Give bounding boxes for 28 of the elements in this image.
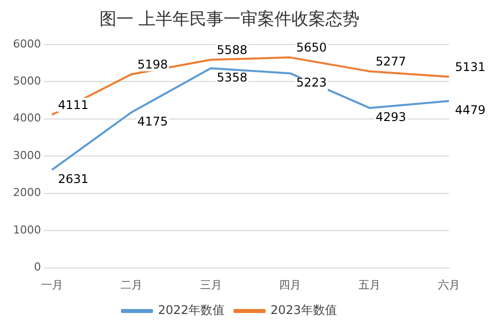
data-label: 5223 bbox=[296, 75, 327, 90]
data-label: 4293 bbox=[376, 110, 406, 124]
y-tick-label: 6000 bbox=[12, 37, 41, 50]
y-tick-label: 1000 bbox=[12, 223, 41, 236]
y-tick-label: 4000 bbox=[12, 112, 41, 125]
data-label: 5131 bbox=[455, 60, 486, 74]
data-label: 5358 bbox=[216, 70, 248, 84]
data-label: 4111 bbox=[58, 98, 89, 112]
chart-title: 图一 上半年民事一审案件收案态势 bbox=[99, 10, 360, 30]
legend-label: 2022年数值 bbox=[158, 303, 225, 318]
x-tick-label: 二月 bbox=[120, 278, 142, 292]
data-label: 5588 bbox=[216, 42, 248, 57]
data-label: 5277 bbox=[376, 54, 406, 68]
x-tick-label: 四月 bbox=[279, 278, 302, 292]
data-label: 2631 bbox=[58, 172, 89, 186]
x-tick-label: 一月 bbox=[40, 278, 63, 292]
legend-label: 2023年数值 bbox=[270, 303, 338, 318]
y-tick-label: 5000 bbox=[12, 74, 41, 88]
data-label: 5650 bbox=[296, 40, 327, 55]
x-tick-label: 三月 bbox=[200, 278, 222, 292]
y-tick-label: 2000 bbox=[12, 186, 41, 200]
data-label: 4175 bbox=[137, 114, 168, 128]
x-tick-label: 六月 bbox=[438, 278, 460, 292]
x-tick-label: 五月 bbox=[358, 278, 381, 292]
y-tick-label: 0 bbox=[34, 260, 41, 274]
data-label: 4479 bbox=[455, 103, 486, 118]
y-tick-label: 3000 bbox=[12, 148, 41, 162]
data-label: 5198 bbox=[137, 57, 168, 72]
